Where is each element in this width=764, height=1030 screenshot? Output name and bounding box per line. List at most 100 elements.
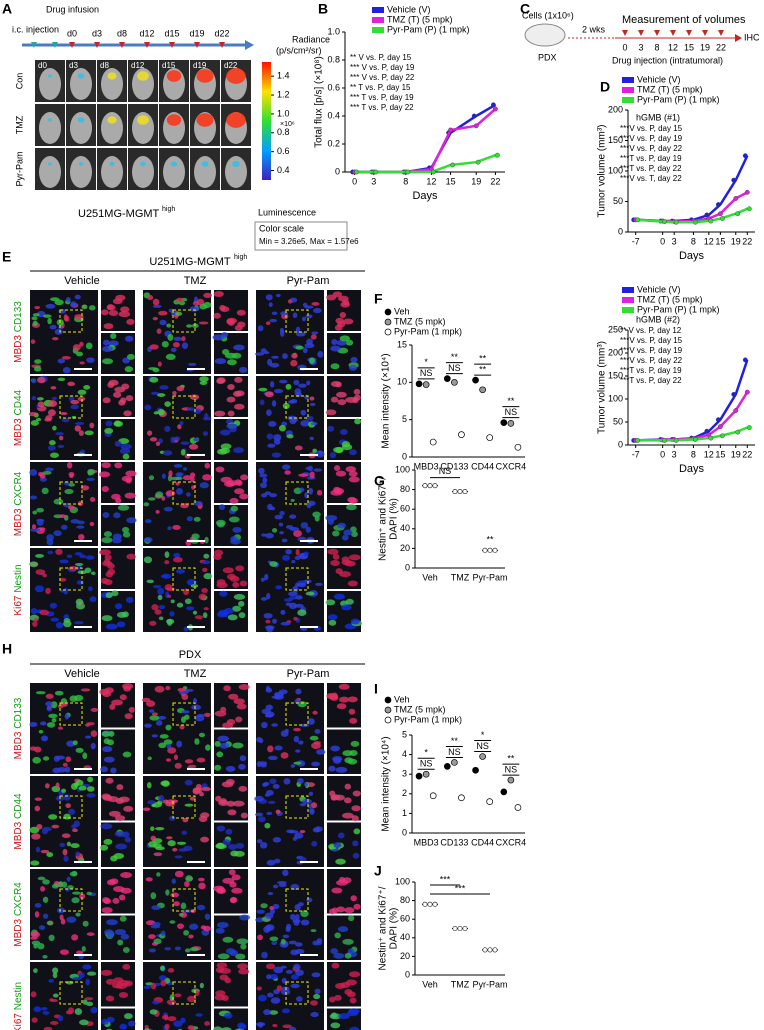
cell bbox=[300, 522, 309, 529]
cell bbox=[348, 1008, 360, 1015]
cell bbox=[336, 879, 349, 886]
cell bbox=[170, 892, 180, 898]
cell bbox=[84, 735, 92, 739]
cell bbox=[121, 475, 133, 482]
cell bbox=[74, 314, 84, 320]
x-tick-label: 22 bbox=[742, 449, 752, 459]
cell bbox=[102, 746, 113, 753]
cell bbox=[128, 706, 135, 713]
cell bbox=[178, 848, 188, 852]
cell bbox=[192, 787, 201, 795]
day-label: d22 bbox=[214, 28, 229, 38]
cell bbox=[265, 925, 272, 931]
cell bbox=[293, 616, 298, 621]
cell bbox=[63, 587, 69, 595]
cell bbox=[183, 930, 190, 936]
cell bbox=[295, 749, 301, 753]
cell bbox=[294, 388, 302, 395]
cell bbox=[258, 738, 264, 744]
cell bbox=[290, 764, 296, 768]
cell bbox=[46, 920, 54, 926]
cell bbox=[193, 500, 203, 506]
color-scale: Color scale bbox=[259, 223, 304, 233]
cell bbox=[42, 896, 49, 903]
cell bbox=[36, 397, 44, 401]
point bbox=[708, 218, 714, 224]
cell bbox=[190, 584, 199, 588]
cell bbox=[63, 855, 69, 862]
legend-label: Pyr-Pam (P) (1 mpk) bbox=[387, 24, 470, 34]
cell bbox=[235, 565, 245, 572]
cell bbox=[350, 526, 357, 533]
row-label: Pyr-Pam bbox=[14, 151, 24, 186]
cell bbox=[59, 949, 70, 955]
cell bbox=[293, 530, 302, 538]
cell bbox=[268, 302, 273, 308]
cell bbox=[288, 602, 298, 610]
x-tick-label: 12 bbox=[704, 449, 714, 459]
cell bbox=[90, 1006, 98, 1014]
cell bbox=[288, 591, 298, 597]
cell bbox=[174, 436, 181, 441]
cell bbox=[344, 560, 356, 567]
cell bbox=[188, 362, 197, 366]
cell bbox=[306, 338, 313, 345]
cell bbox=[271, 941, 278, 946]
mouse-body bbox=[101, 112, 123, 144]
dot bbox=[500, 419, 508, 427]
cell bbox=[109, 703, 116, 710]
cell bbox=[333, 952, 345, 959]
cell bbox=[59, 559, 69, 564]
x-tick-label: 8 bbox=[403, 176, 408, 186]
cell bbox=[238, 763, 246, 770]
cell bbox=[344, 952, 352, 959]
cell bbox=[310, 802, 318, 809]
series-line bbox=[635, 191, 748, 223]
cell bbox=[294, 555, 301, 560]
cell bbox=[273, 694, 284, 700]
micrograph bbox=[254, 290, 361, 374]
cell bbox=[295, 595, 303, 600]
cell bbox=[116, 621, 126, 628]
cell bbox=[315, 582, 323, 587]
x-tick-label: CD44 bbox=[471, 461, 494, 471]
cell bbox=[214, 410, 226, 417]
cell bbox=[101, 615, 113, 622]
cell bbox=[186, 492, 191, 497]
cell bbox=[79, 1019, 89, 1026]
zoom-box bbox=[59, 888, 83, 912]
cell bbox=[86, 1001, 94, 1007]
cell bbox=[188, 443, 199, 450]
cell bbox=[169, 920, 176, 924]
micrograph bbox=[28, 375, 135, 460]
cell bbox=[305, 591, 315, 596]
point bbox=[490, 102, 496, 108]
point bbox=[717, 211, 723, 217]
y-tick-label: 150 bbox=[608, 135, 623, 145]
cell bbox=[150, 982, 157, 990]
cell bbox=[282, 1024, 293, 1029]
legend-label: TMZ (T) (5 mpk) bbox=[637, 84, 703, 94]
x-tick-label: 12 bbox=[704, 236, 714, 246]
cell bbox=[70, 399, 80, 405]
cell bbox=[201, 560, 211, 565]
dot bbox=[422, 770, 430, 778]
legend-label: TMZ (5 mpk) bbox=[394, 704, 446, 714]
cell bbox=[162, 799, 169, 804]
y-axis-label: DAPI (%) bbox=[389, 498, 400, 540]
annotation: ***V vs. P, day 22 bbox=[620, 356, 683, 365]
cell bbox=[148, 948, 156, 953]
dot bbox=[507, 776, 515, 784]
cell bbox=[215, 927, 225, 934]
cell bbox=[271, 528, 278, 533]
signal bbox=[109, 161, 115, 167]
cell bbox=[260, 903, 268, 909]
cell bbox=[271, 311, 278, 316]
legend-swatch bbox=[622, 297, 634, 303]
cell bbox=[65, 297, 71, 303]
zoom-box bbox=[285, 481, 309, 505]
cell bbox=[50, 452, 59, 458]
cell bbox=[216, 842, 225, 849]
cell bbox=[257, 934, 263, 941]
